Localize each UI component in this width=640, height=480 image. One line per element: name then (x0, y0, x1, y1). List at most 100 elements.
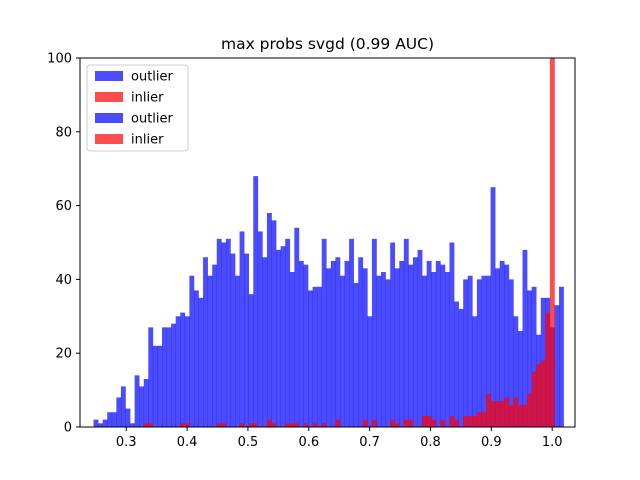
outlier-bar (289, 272, 295, 427)
outlier-bar (257, 231, 263, 427)
outlier-bar (216, 238, 222, 427)
inlier-bar (408, 419, 414, 427)
outlier-bar (134, 375, 140, 427)
outlier-bar (504, 264, 510, 427)
x-tick-label: 0.5 (238, 435, 259, 450)
outlier-bar (198, 297, 204, 427)
outlier-bar (403, 238, 409, 427)
inlier-bar (303, 423, 309, 427)
inlier-bar (513, 397, 519, 427)
outlier-bar (349, 238, 354, 427)
x-tick-label: 1.0 (542, 435, 563, 450)
outlier-bar (139, 386, 145, 427)
outlier-bars (93, 176, 564, 427)
inlier-bar (440, 419, 446, 427)
outlier-bar (517, 331, 523, 427)
inlier-bar (248, 423, 254, 427)
outlier-bar (531, 286, 537, 427)
plot-frame (79, 57, 576, 428)
x-tick-label: 0.8 (420, 435, 441, 450)
outlier-bar (166, 327, 172, 427)
outlier-bar (171, 323, 176, 427)
outlier-bar (298, 260, 304, 427)
inlier-bar (294, 423, 300, 427)
outlier-bar (221, 242, 227, 427)
legend-label-outlier: outlier (131, 112, 174, 127)
legend-swatch-outlier (95, 71, 123, 81)
x-tick-label: 0.7 (359, 435, 380, 450)
inlier-bar (285, 423, 291, 427)
outlier-bar (102, 419, 108, 427)
outlier-bar (390, 242, 396, 427)
outlier-bar (326, 268, 332, 427)
inlier-bars (143, 58, 555, 427)
inlier-bar (271, 423, 277, 427)
outlier-bar (116, 397, 122, 427)
y-tick-label: 0 (64, 421, 72, 436)
legend-label-inlier: inlier (131, 91, 164, 106)
outlier-bar (193, 290, 199, 427)
inlier-bar (184, 423, 190, 427)
inlier-bar (321, 423, 327, 427)
inlier-bar (522, 404, 528, 427)
outlier-bar (367, 316, 373, 427)
outlier-bar (467, 275, 473, 427)
inlier-bar (508, 404, 514, 427)
outlier-bar (280, 246, 286, 427)
outlier-bar (508, 279, 514, 427)
outlier-bar (440, 264, 446, 427)
outlier-bar (513, 316, 519, 427)
outlier-bar (454, 301, 459, 427)
outlier-bar (522, 249, 528, 427)
outlier-bar (431, 272, 437, 427)
inlier-bar (499, 401, 505, 427)
outlier-bar (235, 275, 240, 427)
outlier-bar (285, 238, 291, 427)
inlier-bar (239, 423, 245, 427)
outlier-bar (381, 272, 386, 427)
outlier-bar (527, 290, 532, 427)
outlier-bar (412, 257, 418, 427)
outlier-bar (312, 286, 318, 427)
inlier-bar (463, 415, 469, 427)
outlier-bar (499, 260, 505, 427)
inlier-bar (549, 58, 555, 427)
inlier-bar (467, 415, 473, 427)
inlier-bar (490, 401, 496, 427)
outlier-bar (422, 275, 427, 427)
outlier-bar (184, 316, 190, 427)
inlier-bar (540, 360, 546, 427)
x-tick-label: 0.6 (298, 435, 319, 450)
outlier-bar (458, 308, 464, 427)
outlier-bar (554, 305, 560, 427)
y-tick-label: 60 (55, 199, 72, 214)
outlier-bar (130, 423, 135, 427)
outlier-bar (376, 275, 382, 427)
inlier-bar (143, 423, 149, 427)
outlier-bar (98, 423, 103, 427)
outlier-bar (317, 286, 323, 427)
x-axis: 0.3 0.4 0.5 0.6 0.7 0.8 0.9 1.0 (116, 427, 563, 450)
outlier-bar (444, 272, 450, 427)
outlier-bar (266, 212, 272, 427)
legend-swatch-outlier (95, 113, 123, 123)
outlier-bar (463, 279, 469, 427)
y-tick-label: 20 (55, 347, 72, 362)
outlier-bar (148, 327, 154, 427)
inlier-bar (454, 419, 459, 427)
inlier-bar (449, 415, 455, 427)
inlier-bar (312, 423, 318, 427)
outlier-bar (358, 257, 364, 427)
outlier-bar (490, 187, 496, 427)
inlier-bar (362, 419, 368, 427)
legend-label-inlier: inlier (131, 133, 164, 148)
y-tick-label: 80 (55, 125, 72, 140)
outlier-bar (303, 264, 309, 427)
inlier-bar (481, 412, 487, 427)
legend: outlier inlier outlier inlier (86, 64, 189, 152)
outlier-bar (449, 242, 455, 427)
outlier-bar (408, 264, 414, 427)
outlier-bar (225, 238, 231, 427)
outlier-bar (435, 260, 441, 427)
